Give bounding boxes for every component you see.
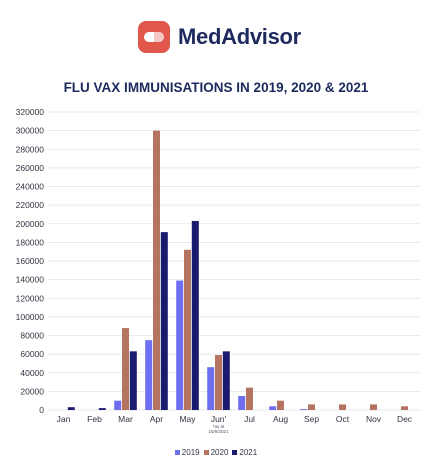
x-tick-label: Jul [244,414,255,424]
bar-2019-jul [238,396,246,410]
legend-item-2019: 2019 [174,448,200,457]
y-tick-label: 40000 [20,368,44,378]
category-footnote: *as at [213,424,225,429]
y-tick-label: 180000 [16,237,45,247]
bar-2019-aug [269,406,277,410]
y-tick-label: 0 [39,405,44,415]
bar-2020-jul [246,387,253,410]
bar-2020-may [184,249,191,410]
y-axis: 0 20000 40000 60000 80000 100000 120000 140000 1… [16,107,45,415]
bar-2020-dec [401,406,408,410]
x-tick-label: Nov [366,414,382,424]
bar-2021-jan [67,407,75,410]
y-tick-label: 280000 [16,144,45,154]
legend: 2019 2020 2021 [0,448,432,457]
bar-2020-jun [215,355,222,410]
brand-name: MedAdvisor [178,24,301,49]
bar-2019-sep [300,409,308,410]
y-tick-label: 20000 [20,386,44,396]
x-tick-label: May [179,414,196,424]
y-tick-label: 300000 [16,126,45,136]
x-tick-label: Dec [397,414,413,424]
header: MedAdvisor [0,0,432,66]
bar-2020-oct [339,404,346,410]
pill-capsule-icon [144,32,164,42]
legend-swatch [174,450,180,455]
bar-2020-aug [277,400,284,410]
legend-label: 2019 [181,448,200,457]
legend-label: 2020 [210,448,229,457]
x-tick-label: Jan [57,414,71,424]
bars [67,130,408,410]
bar-2020-sep [308,404,315,410]
bar-2021-may [191,220,199,410]
y-tick-label: 220000 [16,200,45,210]
y-tick-label: 240000 [16,182,45,192]
bar-2021-apr [160,232,168,410]
y-tick-label: 140000 [16,275,45,285]
bar-2019-apr [145,340,153,410]
y-tick-label: 60000 [20,349,44,359]
y-tick-label: 320000 [16,107,45,117]
bar-2020-mar [122,328,129,410]
bar-2020-apr [153,130,160,410]
bar-2019-jun [207,367,215,410]
bar-2019-mar [114,400,122,410]
y-tick-label: 80000 [20,331,44,341]
y-tick-label: 260000 [16,163,45,173]
legend-swatch [232,450,238,455]
bar-2020-nov [370,404,377,410]
bar-2021-feb [98,408,106,410]
legend-item-2021: 2021 [232,448,257,457]
x-tick-label: Apr [150,414,163,424]
gridlines [48,111,420,411]
bar-2021-jun [222,351,230,410]
x-tick-label: Mar [118,414,133,424]
x-tick-label: Oct [336,414,350,424]
bar-2021-mar [129,351,137,410]
x-tick-label: Aug [273,414,288,424]
x-tick-label: Feb [87,414,102,424]
y-tick-label: 120000 [16,293,45,303]
medadvisor-logo-icon [138,21,170,53]
legend-label: 2021 [239,448,258,457]
legend-swatch [203,450,209,455]
category-footnote-date: 16/6/2021 [208,429,229,434]
x-tick-label: Jun' [211,414,227,424]
y-tick-label: 100000 [16,312,45,322]
y-tick-label: 160000 [16,256,45,266]
bar-2019-may [176,280,184,410]
chart-title: FLU VAX IMMUNISATIONS IN 2019, 2020 & 20… [63,80,369,95]
x-tick-label: Sep [304,414,319,424]
y-tick-label: 200000 [16,219,45,229]
legend-item-2020: 2020 [203,448,229,457]
